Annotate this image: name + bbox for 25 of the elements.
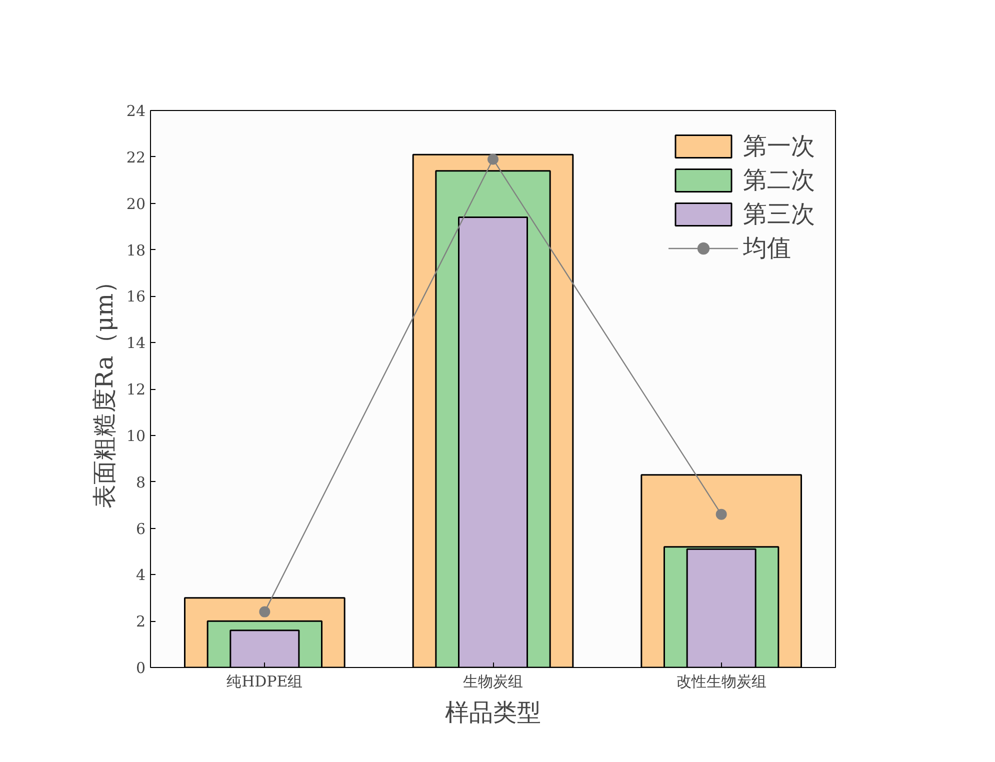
point xyxy=(488,154,498,165)
legend-label: 第三次 xyxy=(743,199,815,230)
y-tick-label: 10 xyxy=(126,426,146,445)
point xyxy=(716,508,727,520)
y-axis-title: 表面粗糙度Ra（μm） xyxy=(90,269,118,509)
y-tick-label: 22 xyxy=(126,148,146,166)
y-tick-label: 24 xyxy=(126,102,146,120)
legend-label: 第二次 xyxy=(743,165,815,196)
y-tick-label: 12 xyxy=(126,380,146,398)
y-tick-label: 0 xyxy=(136,659,146,677)
y-tick-label: 8 xyxy=(136,473,146,492)
point xyxy=(259,606,270,618)
legend-label: 均值 xyxy=(743,233,791,264)
y-tick-label: 2 xyxy=(136,612,146,631)
y-tick-label: 18 xyxy=(126,241,146,260)
legend-label: 第一次 xyxy=(743,131,815,162)
x-tick-label: 改性生物炭组 xyxy=(676,672,766,690)
y-tick-label: 20 xyxy=(126,194,146,213)
y-tick-label: 6 xyxy=(136,520,146,538)
x-tick-label: 生物炭组 xyxy=(463,672,523,690)
x-tick-label: 纯HDPE组 xyxy=(226,672,303,690)
y-tick-label: 4 xyxy=(136,566,146,584)
y-tick-label: 16 xyxy=(126,288,146,306)
x-axis-title: 样品类型 xyxy=(445,698,541,726)
y-tick-label: 14 xyxy=(126,334,146,352)
